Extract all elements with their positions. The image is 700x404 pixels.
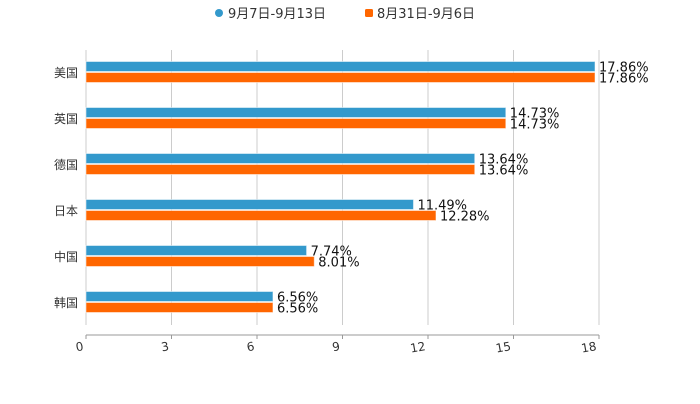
data-label-series2: 13.64% [479, 164, 529, 179]
data-label-series2: 17.86% [599, 72, 649, 87]
legend-label-series2: 8月31日-9月6日 [377, 7, 475, 22]
legend-item-series2[interactable]: 8月31日-9月6日 [365, 7, 475, 22]
y-category-label: 中国 [54, 249, 78, 264]
legend-label-series1: 9月7日-9月13日 [228, 7, 326, 22]
y-category-label: 美国 [54, 66, 78, 80]
y-category-label: 韩国 [54, 295, 78, 310]
x-tick-label: 12 [409, 339, 426, 355]
data-label-series1: 17.86% [599, 61, 649, 76]
data-label-series2: 12.28% [440, 210, 490, 225]
x-tick-label: 9 [331, 339, 341, 354]
data-label-series1: 11.49% [417, 199, 467, 214]
legend-item-series1[interactable]: 9月7日-9月13日 [215, 7, 326, 22]
x-tick-label: 18 [580, 339, 597, 355]
bar-series2 [85, 118, 507, 129]
bar-series1 [85, 153, 476, 164]
data-label-series1: 14.73% [510, 107, 560, 122]
bar-series2 [85, 302, 274, 313]
legend-marker-series2 [365, 9, 373, 17]
x-tick-label: 3 [160, 339, 170, 354]
x-tick-label: 0 [75, 339, 85, 354]
x-tick-label: 6 [246, 339, 256, 354]
legend: 9月7日-9月13日 8月31日-9月6日 [215, 7, 475, 22]
data-label-series2: 14.73% [510, 118, 560, 133]
bar-series2 [85, 210, 437, 221]
bar-series1 [85, 291, 274, 302]
y-category-label: 英国 [54, 112, 78, 126]
data-label-series1: 6.56% [277, 291, 318, 306]
bar-series2 [85, 164, 476, 175]
bar-series1 [85, 245, 308, 256]
data-label-series2: 8.01% [318, 256, 359, 271]
bar-series1 [85, 107, 507, 118]
y-category-label: 日本 [54, 204, 78, 218]
x-tick-label: 15 [495, 339, 512, 355]
bar-series2 [85, 256, 315, 267]
y-category-label: 德国 [54, 157, 78, 172]
bar-series1 [85, 199, 414, 210]
bar-series1 [85, 61, 596, 72]
data-label-series1: 7.74% [311, 245, 352, 260]
data-label-series1: 13.64% [479, 153, 529, 168]
data-label-series2: 6.56% [277, 302, 318, 317]
legend-marker-series1 [215, 9, 223, 17]
bar-series2 [85, 72, 596, 83]
